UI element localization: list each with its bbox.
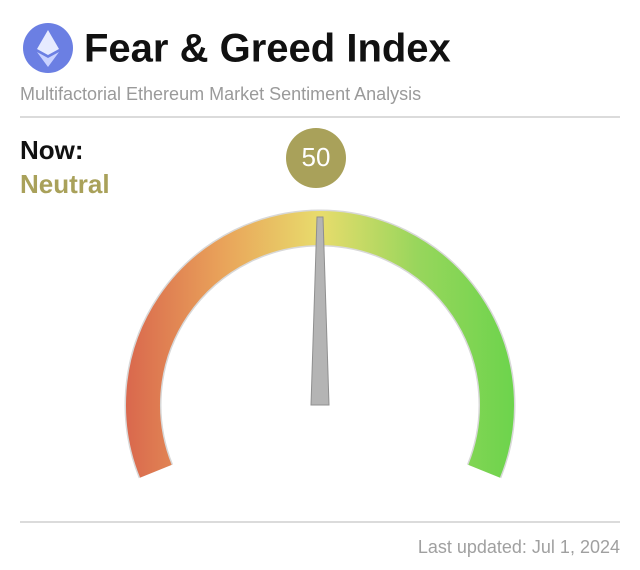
value-badge bbox=[286, 128, 346, 188]
subtitle: Multifactorial Ethereum Market Sentiment… bbox=[20, 84, 421, 104]
last-updated: Last updated: Jul 1, 2024 bbox=[418, 537, 620, 557]
needle bbox=[310, 216, 330, 406]
eth-icon-bottom bbox=[37, 52, 59, 67]
now-label: Now: bbox=[20, 135, 84, 165]
value-label: 50 bbox=[302, 142, 331, 172]
eth-icon-top bbox=[37, 30, 59, 55]
title: Fear & Greed Index bbox=[84, 27, 451, 71]
sentiment: Neutral bbox=[20, 169, 110, 199]
